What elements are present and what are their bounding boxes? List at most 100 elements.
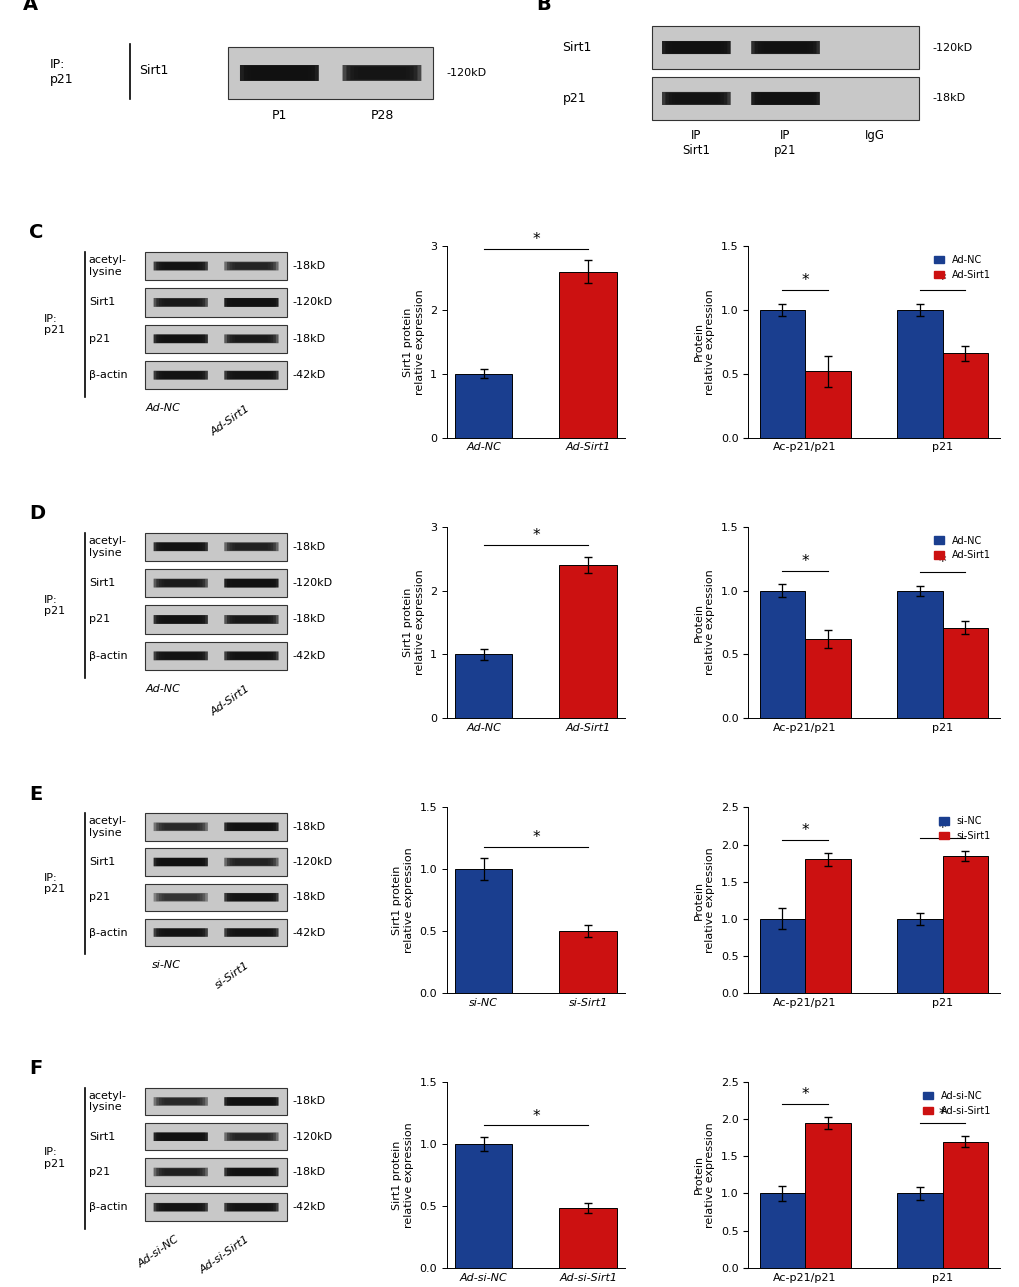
Text: *: * bbox=[938, 1107, 946, 1121]
FancyBboxPatch shape bbox=[754, 93, 815, 104]
FancyBboxPatch shape bbox=[234, 1134, 268, 1140]
Text: Sirt1: Sirt1 bbox=[89, 297, 115, 308]
FancyBboxPatch shape bbox=[229, 299, 273, 306]
FancyBboxPatch shape bbox=[154, 893, 208, 902]
FancyBboxPatch shape bbox=[224, 651, 278, 660]
FancyBboxPatch shape bbox=[161, 824, 200, 830]
Bar bbox=[897, 591, 942, 718]
FancyBboxPatch shape bbox=[342, 66, 421, 81]
Bar bbox=[146, 533, 286, 561]
FancyBboxPatch shape bbox=[232, 653, 270, 659]
FancyBboxPatch shape bbox=[227, 579, 275, 587]
Text: Ad-NC: Ad-NC bbox=[146, 403, 180, 413]
FancyBboxPatch shape bbox=[672, 42, 719, 53]
FancyBboxPatch shape bbox=[232, 929, 270, 936]
FancyBboxPatch shape bbox=[229, 579, 273, 587]
FancyBboxPatch shape bbox=[224, 261, 278, 270]
Text: acetyl-
lysine: acetyl- lysine bbox=[89, 1090, 126, 1112]
Text: si-NC: si-NC bbox=[152, 960, 180, 969]
FancyBboxPatch shape bbox=[164, 543, 197, 550]
FancyBboxPatch shape bbox=[232, 299, 270, 306]
FancyBboxPatch shape bbox=[229, 372, 273, 378]
FancyBboxPatch shape bbox=[156, 299, 205, 306]
FancyBboxPatch shape bbox=[156, 893, 205, 901]
Bar bbox=[558, 272, 616, 438]
FancyBboxPatch shape bbox=[350, 66, 413, 80]
Text: -42kD: -42kD bbox=[292, 928, 325, 937]
FancyBboxPatch shape bbox=[227, 822, 275, 831]
Text: B: B bbox=[535, 0, 550, 14]
FancyBboxPatch shape bbox=[757, 93, 812, 104]
FancyBboxPatch shape bbox=[156, 263, 205, 270]
FancyBboxPatch shape bbox=[156, 543, 205, 551]
FancyBboxPatch shape bbox=[234, 336, 268, 342]
Bar bbox=[454, 373, 512, 438]
FancyBboxPatch shape bbox=[234, 616, 268, 623]
FancyBboxPatch shape bbox=[668, 42, 723, 53]
FancyBboxPatch shape bbox=[750, 41, 819, 54]
FancyBboxPatch shape bbox=[156, 335, 205, 342]
Text: Ad-Sirt1: Ad-Sirt1 bbox=[209, 403, 251, 438]
FancyBboxPatch shape bbox=[161, 653, 200, 659]
FancyBboxPatch shape bbox=[161, 299, 200, 306]
FancyBboxPatch shape bbox=[154, 579, 208, 588]
FancyBboxPatch shape bbox=[229, 1133, 273, 1140]
FancyBboxPatch shape bbox=[164, 824, 197, 830]
Text: p21: p21 bbox=[89, 1167, 110, 1178]
FancyBboxPatch shape bbox=[229, 929, 273, 936]
FancyBboxPatch shape bbox=[757, 42, 812, 53]
Text: Ad-si-Sirt1: Ad-si-Sirt1 bbox=[198, 1234, 251, 1275]
FancyBboxPatch shape bbox=[227, 858, 275, 866]
FancyBboxPatch shape bbox=[232, 1169, 270, 1175]
FancyBboxPatch shape bbox=[244, 66, 315, 80]
Text: *: * bbox=[801, 273, 808, 288]
FancyBboxPatch shape bbox=[227, 893, 275, 901]
Bar bbox=[146, 642, 286, 671]
FancyBboxPatch shape bbox=[754, 41, 815, 54]
FancyBboxPatch shape bbox=[229, 263, 273, 270]
Y-axis label: Protein
relative expression: Protein relative expression bbox=[693, 1122, 714, 1228]
Text: -42kD: -42kD bbox=[292, 371, 325, 380]
FancyBboxPatch shape bbox=[234, 1169, 268, 1175]
FancyBboxPatch shape bbox=[161, 1134, 200, 1140]
Bar bbox=[651, 26, 918, 69]
Text: -18kD: -18kD bbox=[292, 1167, 325, 1178]
Text: -18kD: -18kD bbox=[292, 614, 325, 624]
Text: p21: p21 bbox=[89, 333, 110, 344]
FancyBboxPatch shape bbox=[229, 653, 273, 660]
Y-axis label: Sirt1 protein
relative expression: Sirt1 protein relative expression bbox=[403, 570, 424, 676]
FancyBboxPatch shape bbox=[229, 543, 273, 551]
FancyBboxPatch shape bbox=[346, 66, 417, 80]
FancyBboxPatch shape bbox=[232, 263, 270, 269]
FancyBboxPatch shape bbox=[234, 1098, 268, 1104]
Text: D: D bbox=[30, 505, 46, 523]
FancyBboxPatch shape bbox=[229, 893, 273, 901]
Legend: Ad-si-NC, Ad-si-Sirt1: Ad-si-NC, Ad-si-Sirt1 bbox=[918, 1088, 994, 1120]
FancyBboxPatch shape bbox=[664, 93, 727, 104]
FancyBboxPatch shape bbox=[227, 543, 275, 551]
Bar bbox=[146, 1088, 286, 1116]
Text: A: A bbox=[23, 0, 38, 14]
Text: Ad-Sirt1: Ad-Sirt1 bbox=[209, 683, 251, 718]
FancyBboxPatch shape bbox=[154, 928, 208, 937]
Bar bbox=[454, 1144, 512, 1268]
FancyBboxPatch shape bbox=[156, 1169, 205, 1176]
FancyBboxPatch shape bbox=[232, 616, 270, 623]
FancyBboxPatch shape bbox=[154, 299, 208, 306]
FancyBboxPatch shape bbox=[224, 371, 278, 380]
Text: -42kD: -42kD bbox=[292, 651, 325, 662]
FancyBboxPatch shape bbox=[159, 263, 203, 270]
FancyBboxPatch shape bbox=[227, 615, 275, 624]
FancyBboxPatch shape bbox=[224, 1167, 278, 1176]
Text: Sirt1: Sirt1 bbox=[89, 857, 115, 867]
Text: β-actin: β-actin bbox=[89, 651, 127, 662]
FancyBboxPatch shape bbox=[224, 857, 278, 866]
FancyBboxPatch shape bbox=[224, 335, 278, 344]
Bar bbox=[897, 919, 942, 994]
Bar bbox=[146, 569, 286, 597]
Text: *: * bbox=[532, 1108, 539, 1124]
FancyBboxPatch shape bbox=[156, 928, 205, 937]
FancyBboxPatch shape bbox=[229, 858, 273, 866]
Bar bbox=[759, 919, 804, 994]
FancyBboxPatch shape bbox=[256, 67, 303, 79]
